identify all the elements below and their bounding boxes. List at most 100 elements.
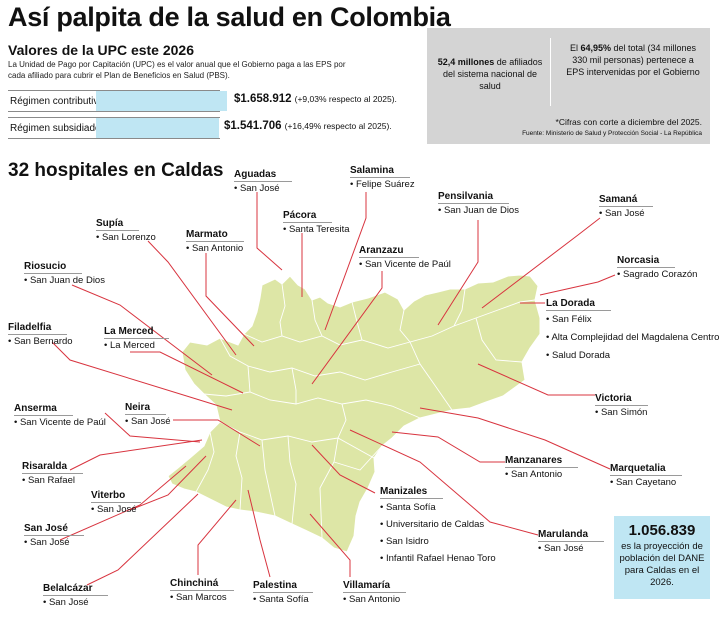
hospital-name: San José	[538, 542, 604, 556]
page-title: Así palpita de la salud en Colombia	[8, 2, 451, 32]
municipality-label-chinchina: Chinchiná San Marcos	[170, 573, 235, 605]
municipality-name: Marmato	[186, 229, 244, 242]
leader-line-norcasia	[539, 274, 616, 296]
upc-row-value: $1.658.912 (+9,03% respecto al 2025).	[234, 93, 397, 105]
municipality-name: San José	[24, 523, 84, 536]
municipality-label-lamerced: La Merced La Merced	[104, 321, 170, 353]
leader-line-aranzazu	[311, 271, 383, 385]
dane-projection-text: es la proyección de población del DANE p…	[619, 541, 705, 588]
municipality-label-pacora: Pácora Santa Teresita	[283, 205, 350, 237]
stats-divider	[550, 38, 551, 106]
municipality-name: Belalcázar	[43, 583, 109, 596]
hospital-name: San José	[125, 415, 171, 429]
leader-line-marmato	[205, 253, 255, 347]
municipality-label-samana: Samaná San José	[599, 189, 654, 221]
municipality-name: Pácora	[283, 210, 333, 223]
municipality-name: Aguadas	[234, 169, 293, 182]
leader-line-victoria	[477, 363, 595, 396]
stats-panel: 52,4 millones de afiliados del sistema n…	[427, 28, 710, 144]
hospital-name: San José	[599, 207, 653, 221]
municipality-name: Chinchiná	[170, 578, 235, 591]
caldas-region-shape	[167, 274, 541, 553]
leader-line-salamina	[324, 192, 367, 331]
hospital-name: Alta Complejidad del Magdalena Centro	[546, 329, 719, 347]
upc-bar	[96, 118, 219, 138]
upc-row-subsidiado: Régimen subsidiado $1.541.706 (+16,49% r…	[8, 117, 408, 139]
municipality-label-norcasia: Norcasia Sagrado Corazón	[617, 250, 697, 282]
hospitals-title: 32 hospitales en Caldas	[8, 160, 224, 181]
leader-line-palestina	[247, 489, 271, 578]
municipality-label-salamina: Salamina Felipe Suárez	[350, 160, 415, 192]
stats-source: Fuente: Ministerio de Salud y Protección…	[522, 130, 702, 137]
municipality-label-belalcazar: Belalcázar San José	[43, 578, 109, 610]
leader-line-anserma	[104, 412, 201, 443]
dane-projection-box: 1.056.839 es la proyección de población …	[614, 516, 710, 599]
municipality-name: Manzanares	[505, 455, 579, 468]
affiliates-stat: 52,4 millones de afiliados del sistema n…	[437, 57, 543, 91]
hospital-name: San Marcos	[170, 591, 234, 605]
stats-note: *Cifras con corte a diciembre del 2025.	[555, 117, 702, 127]
hospital-name: San Antonio	[505, 468, 578, 482]
municipality-label-pensilvania: Pensilvania San Juan de Dios	[438, 186, 519, 218]
leader-line-pensilvania	[437, 220, 479, 326]
upc-description: La Unidad de Pago por Capitación (UPC) e…	[8, 60, 346, 80]
leader-line-chinchina	[197, 499, 237, 575]
municipality-label-manzanares: Manzanares San Antonio	[505, 450, 579, 482]
municipality-label-marulanda: Marulanda San José	[538, 524, 605, 556]
municipality-label-aranzazu: Aranzazu San Vicente de Paúl	[359, 240, 451, 272]
hospital-name: San José	[24, 536, 84, 550]
leader-line-marulanda	[349, 429, 539, 536]
municipality-label-villamaria: Villamaría San Antonio	[343, 575, 407, 607]
leader-line-samana	[481, 217, 601, 309]
leader-lines	[51, 192, 616, 586]
upc-row-contributivo: Régimen contributivo $1.658.912 (+9,03% …	[8, 90, 408, 112]
hospital-name: San Juan de Dios	[24, 274, 105, 288]
hospital-name: San Lorenzo	[96, 231, 156, 245]
municipality-name: Samaná	[599, 194, 654, 207]
hospital-name: Santa Sofía	[253, 593, 313, 607]
municipality-name: Aranzazu	[359, 245, 420, 258]
municipality-label-manizales: Manizales Santa Sofía Universitario de C…	[380, 481, 496, 567]
leader-line-viterbo	[129, 455, 207, 511]
municipality-label-victoria: Victoria San Simón	[595, 388, 648, 420]
municipality-label-sanjose: San José San José	[24, 518, 84, 550]
leader-line-marquetalia	[419, 407, 611, 470]
hospital-name: San Vicente de Paúl	[14, 416, 106, 430]
upc-bar	[96, 91, 227, 111]
municipality-name: Manizales	[380, 486, 444, 499]
municipality-name: Viterbo	[91, 490, 142, 503]
leader-line-villamaria	[309, 513, 351, 577]
municipality-label-marmato: Marmato San Antonio	[186, 224, 244, 256]
municipality-name: Neira	[125, 402, 167, 415]
municipality-label-risaralda: Risaralda San Rafael	[22, 456, 84, 488]
leader-line-aguadas	[256, 192, 283, 271]
municipality-label-aguadas: Aguadas San José	[234, 164, 293, 196]
leader-line-riosucio	[71, 284, 213, 376]
hospital-name: Santa Sofía	[380, 499, 496, 516]
dane-population-number: 1.056.839	[628, 522, 696, 539]
municipality-name: Marquetalia	[610, 463, 682, 476]
hospital-name: San Juan de Dios	[438, 204, 519, 218]
municipality-label-supia: Supía San Lorenzo	[96, 213, 156, 245]
municipality-name: Salamina	[350, 165, 410, 178]
hospital-name: Santa Teresita	[283, 223, 350, 237]
upc-row-label: Régimen subsidiado	[8, 117, 220, 139]
municipality-label-palestina: Palestina Santa Sofía	[253, 575, 313, 607]
hospital-name: San Bernardo	[8, 335, 73, 349]
municipality-label-anserma: Anserma San Vicente de Paúl	[14, 398, 106, 430]
hospital-name: Infantil Rafael Henao Toro	[380, 550, 496, 567]
municipality-name: La Merced	[104, 326, 170, 339]
leader-line-risaralda	[69, 439, 203, 471]
municipality-name: Anserma	[14, 403, 73, 416]
municipality-label-marquetalia: Marquetalia San Cayetano	[610, 458, 682, 490]
hospital-name: San Rafael	[22, 474, 83, 488]
upc-row-value: $1.541.706 (+16,49% respecto al 2025).	[224, 120, 392, 132]
hospital-name: Sagrado Corazón	[617, 268, 697, 282]
municipality-name: Pensilvania	[438, 191, 510, 204]
hospital-name: San José	[234, 182, 292, 196]
municipality-name: Supía	[96, 218, 140, 231]
hospital-name: Salud Dorada	[546, 347, 719, 365]
municipality-name: Palestina	[253, 580, 313, 593]
upc-title: Valores de la UPC este 2026	[8, 42, 194, 58]
